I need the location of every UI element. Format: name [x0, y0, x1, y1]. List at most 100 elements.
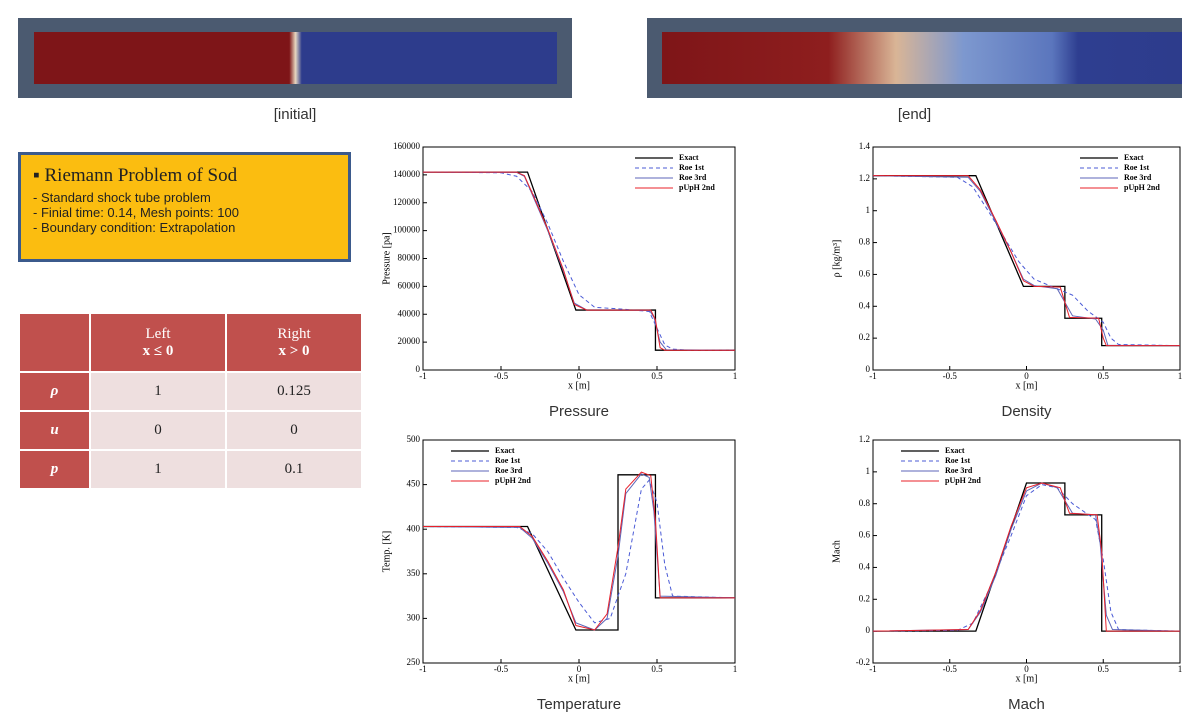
tube-end — [662, 32, 1182, 84]
y-tick-label: 80000 — [398, 253, 421, 263]
x-tick-label: 0.5 — [1098, 371, 1110, 381]
info-box: Riemann Problem of Sod Standard shock tu… — [18, 152, 351, 262]
info-item: Boundary condition: Extrapolation — [33, 220, 336, 235]
chart-title: Temperature — [536, 696, 622, 713]
y-tick-label: 450 — [407, 479, 421, 489]
y-tick-label: 120000 — [393, 197, 421, 207]
chart-title: Pressure — [548, 403, 610, 420]
y-tick-label: 1 — [866, 205, 871, 215]
legend-label: pUpH 2nd — [1124, 183, 1160, 192]
chart-title: Density — [1001, 403, 1052, 420]
x-tick-label: 0.5 — [651, 371, 663, 381]
x-tick-label: 0.5 — [651, 664, 663, 674]
y-tick-label: 100000 — [393, 225, 421, 235]
y-tick-label: 0.4 — [859, 561, 871, 571]
y-tick-label: 250 — [407, 657, 421, 667]
col-cond: x > 0 — [278, 342, 310, 359]
y-tick-label: -0.2 — [856, 657, 870, 667]
legend-label: Roe 1st — [945, 456, 970, 465]
y-axis-label: Temp. [K] — [381, 531, 392, 573]
legend-label: pUpH 2nd — [495, 476, 531, 485]
y-tick-label: 0.4 — [859, 300, 871, 310]
series-line — [872, 484, 1181, 632]
x-tick-label: 0 — [577, 371, 582, 381]
caption: [initial] — [273, 106, 317, 123]
y-axis-label: Pressure [pa] — [381, 232, 392, 284]
series-line — [873, 175, 1180, 347]
chart-title: Mach — [1008, 696, 1045, 713]
col-header: Left x ≤ 0 — [89, 314, 225, 371]
series-line — [872, 482, 1180, 632]
series-line — [873, 175, 1180, 347]
legend-label: Roe 3rd — [945, 466, 973, 475]
series-line — [422, 479, 736, 624]
row-label: p — [20, 451, 89, 488]
y-tick-label: 40000 — [398, 308, 421, 318]
x-tick-label: -0.5 — [943, 371, 958, 381]
x-axis-label: x [m] — [1016, 380, 1038, 391]
y-tick-label: 20000 — [398, 336, 421, 346]
x-tick-label: 0.5 — [1098, 664, 1110, 674]
row-label: u — [20, 412, 89, 449]
legend-label: Roe 3rd — [495, 466, 523, 475]
y-tick-label: 400 — [407, 523, 421, 533]
info-item: Standard shock tube problem — [33, 190, 336, 205]
legend-label: Roe 1st — [495, 456, 520, 465]
x-tick-label: -1 — [419, 371, 427, 381]
y-tick-label: 140000 — [393, 169, 421, 179]
y-axis-label: ρ [kg/m³] — [831, 240, 842, 278]
y-tick-label: 1.4 — [859, 141, 871, 151]
legend-label: pUpH 2nd — [679, 183, 715, 192]
y-tick-label: 1 — [866, 466, 871, 476]
legend-label: Exact — [679, 153, 699, 162]
y-tick-label: 500 — [407, 434, 421, 444]
x-tick-label: -1 — [869, 664, 877, 674]
y-tick-label: 300 — [407, 612, 421, 622]
legend-label: Roe 1st — [679, 163, 704, 172]
series-line — [872, 175, 1181, 347]
y-tick-label: 0.2 — [859, 332, 870, 342]
series-line — [423, 474, 735, 631]
x-axis-label: x [m] — [568, 380, 590, 391]
x-tick-label: 0 — [1024, 664, 1029, 674]
cell: 1 — [89, 451, 225, 488]
series-line — [422, 171, 735, 351]
y-tick-label: 0 — [416, 364, 421, 374]
y-tick-label: 0.8 — [859, 498, 871, 508]
x-tick-label: 1 — [733, 664, 738, 674]
corner — [20, 314, 89, 371]
cell: 0.125 — [225, 373, 361, 410]
x-axis-label: x [m] — [568, 673, 590, 684]
x-tick-label: -1 — [419, 664, 427, 674]
y-tick-label: 1.2 — [859, 434, 870, 444]
col-title: Left — [145, 325, 171, 342]
y-tick-label: 60000 — [398, 280, 421, 290]
legend-label: Exact — [495, 446, 515, 455]
x-tick-label: 0 — [577, 664, 582, 674]
legend-label: Roe 3rd — [1124, 173, 1152, 182]
x-tick-label: -0.5 — [943, 664, 958, 674]
series-line — [423, 171, 735, 351]
x-tick-label: 1 — [1178, 371, 1182, 381]
y-tick-label: 0.6 — [859, 530, 871, 540]
caption: [end] — [897, 106, 932, 123]
series-line — [872, 175, 1181, 347]
col-cond: x ≤ 0 — [142, 342, 174, 359]
series-line — [422, 171, 736, 351]
x-tick-label: -1 — [869, 371, 877, 381]
x-tick-label: 1 — [1178, 664, 1182, 674]
y-tick-label: 0.8 — [859, 237, 871, 247]
row-label: ρ — [20, 373, 89, 410]
plot-frame — [872, 439, 1181, 664]
y-tick-label: 0.6 — [859, 268, 871, 278]
series-line — [872, 482, 1181, 632]
y-tick-label: 350 — [407, 568, 421, 578]
info-title: Riemann Problem of Sod — [33, 165, 336, 187]
y-tick-label: 0.2 — [859, 593, 870, 603]
tube-initial — [34, 32, 557, 84]
cell: 0.1 — [225, 451, 361, 488]
x-axis-label: x [m] — [1016, 673, 1038, 684]
series-line — [423, 171, 735, 351]
